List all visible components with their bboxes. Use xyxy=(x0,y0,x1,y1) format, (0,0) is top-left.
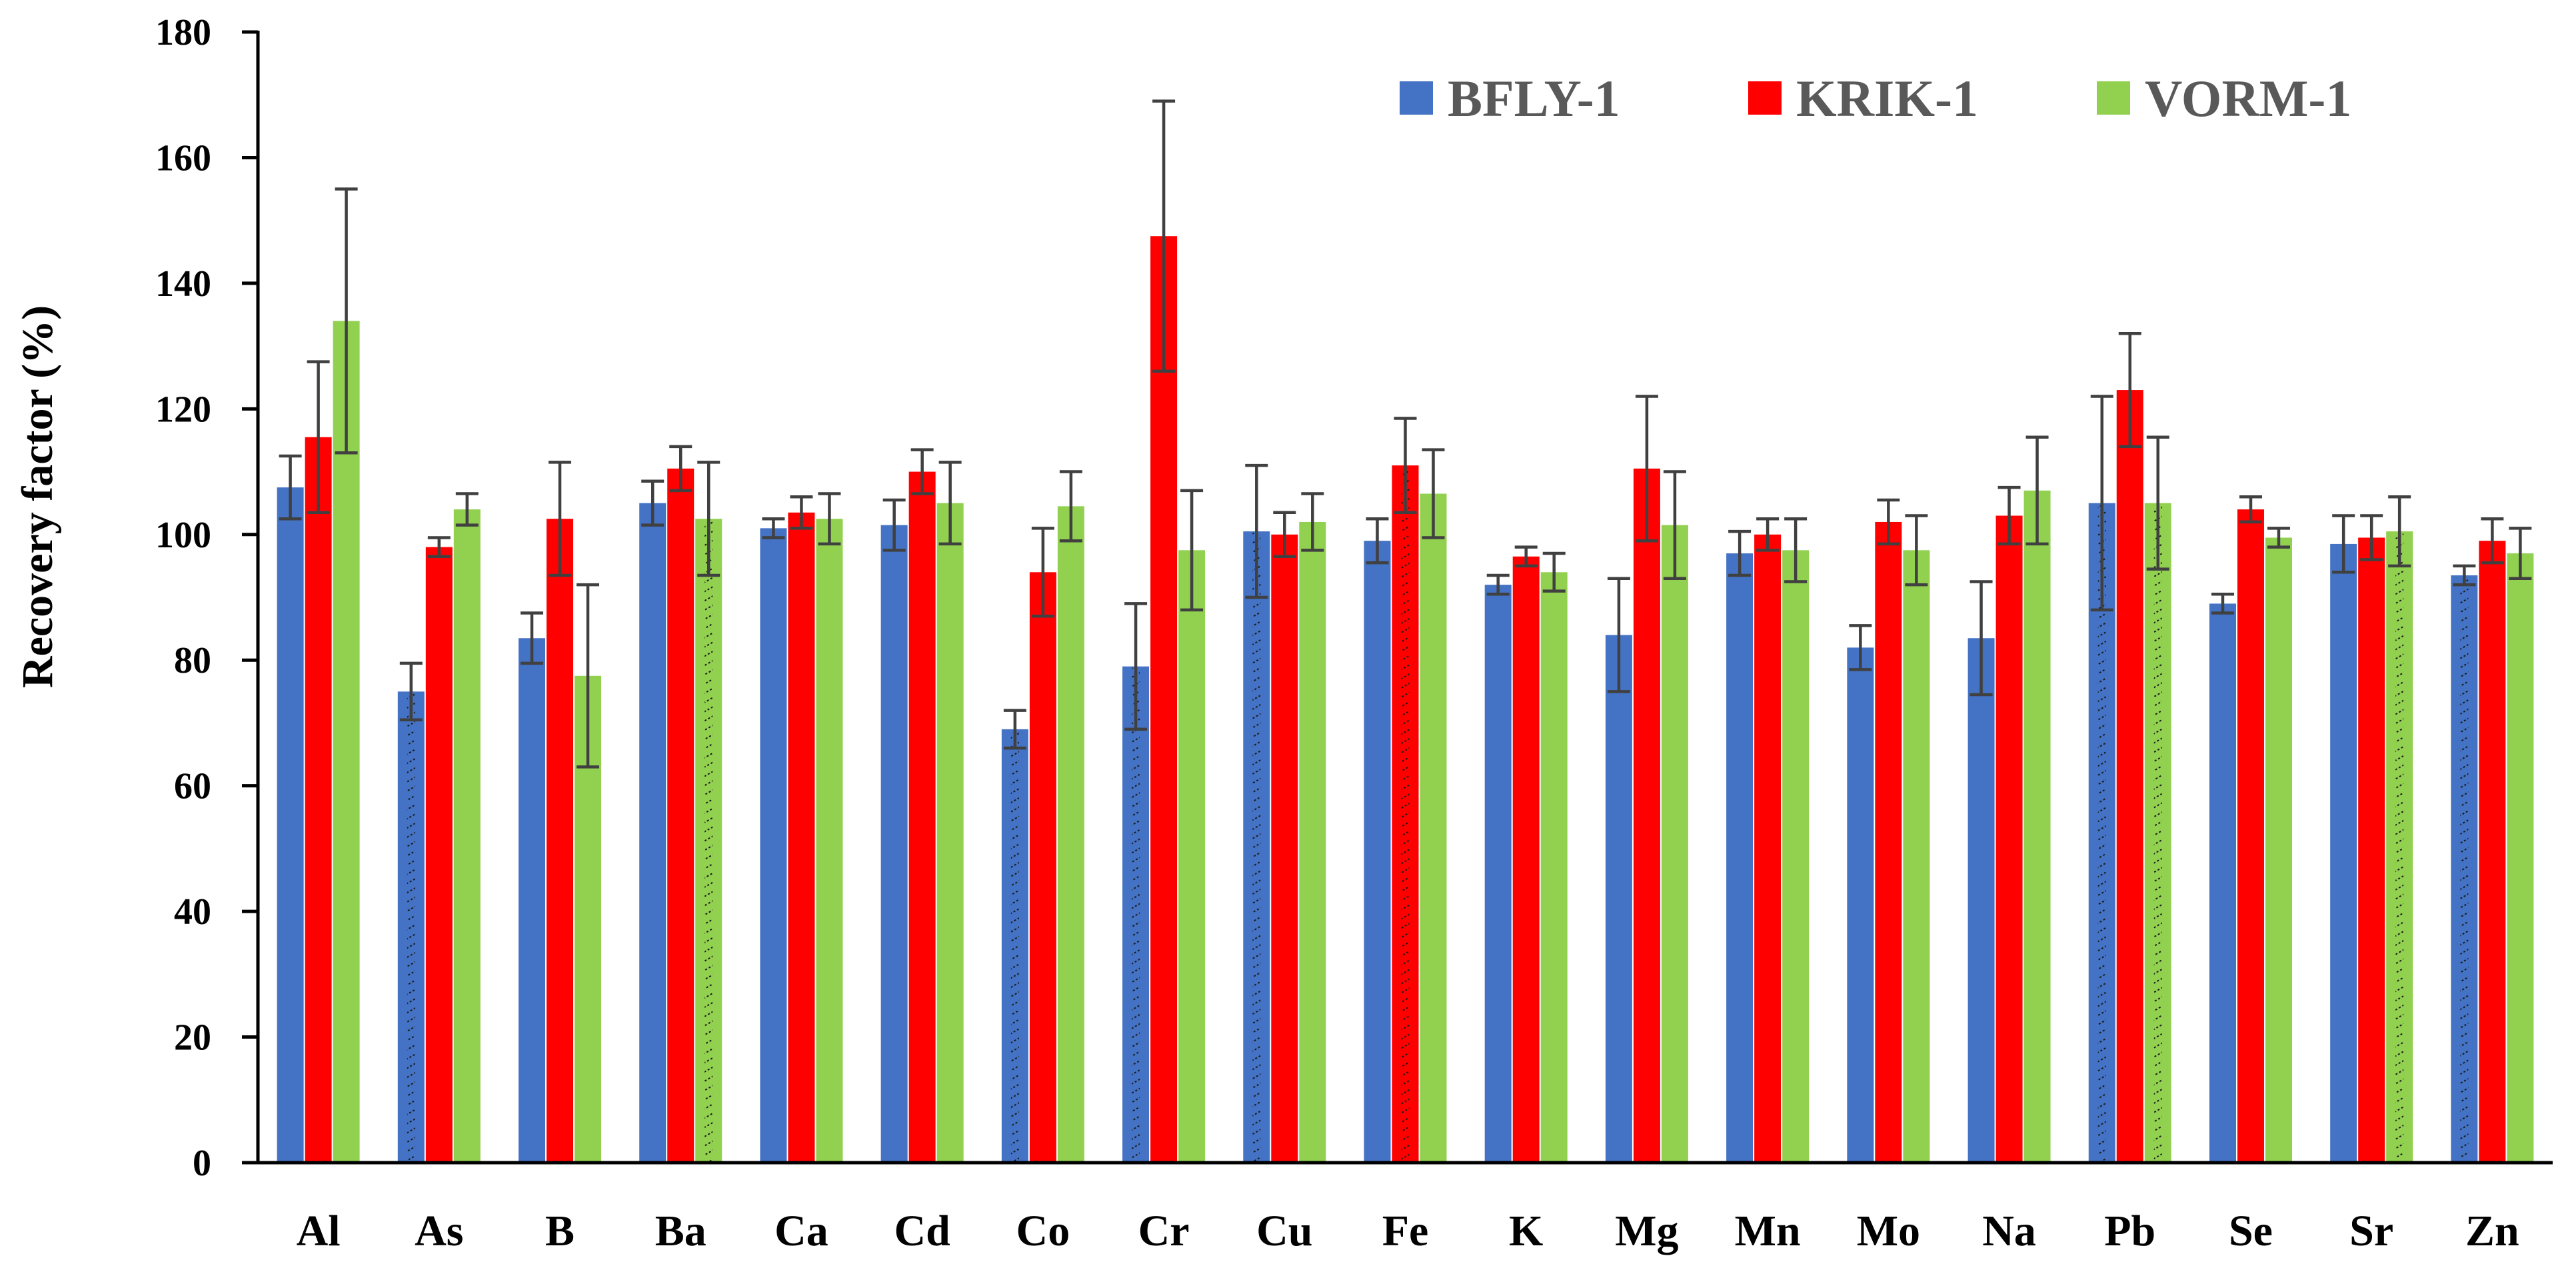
bar-VORM-1-Se xyxy=(2265,537,2292,1163)
bar-hatch-KRIK-1-Fe xyxy=(1401,467,1410,1163)
x-tick-label-K: K xyxy=(1509,1207,1543,1255)
bar-hatch-BFLY-1-Pb xyxy=(2097,504,2106,1163)
legend-label-BFLY-1: BFLY-1 xyxy=(1448,69,1620,127)
bar-BFLY-1-Mo xyxy=(1847,647,1874,1163)
y-tick-label: 80 xyxy=(174,640,211,681)
bar-KRIK-1-As xyxy=(425,547,453,1163)
bar-VORM-1-Al xyxy=(333,321,360,1163)
bar-KRIK-1-K xyxy=(1512,556,1540,1163)
bar-KRIK-1-B xyxy=(547,519,574,1163)
y-tick-label: 40 xyxy=(174,891,211,933)
x-tick-label-Na: Na xyxy=(1982,1207,2036,1255)
bar-VORM-1-Na xyxy=(2023,490,2051,1163)
bar-VORM-1-Mo xyxy=(1903,550,1930,1163)
bar-KRIK-1-Ca xyxy=(788,512,815,1163)
y-tick-label: 0 xyxy=(193,1143,211,1184)
bar-VORM-1-Zn xyxy=(2507,553,2534,1163)
x-tick-label-Se: Se xyxy=(2229,1207,2273,1255)
bar-VORM-1-Mg xyxy=(1661,525,1688,1163)
bar-hatch-BFLY-1-As xyxy=(407,693,415,1163)
bar-KRIK-1-Al xyxy=(305,437,332,1163)
bar-BFLY-1-Ba xyxy=(639,503,666,1163)
bar-KRIK-1-Ba xyxy=(667,468,694,1163)
x-tick-label-Sr: Sr xyxy=(2349,1207,2393,1255)
bar-VORM-1-K xyxy=(1540,572,1568,1163)
bar-BFLY-1-Sr xyxy=(2330,543,2357,1163)
bar-BFLY-1-Se xyxy=(2209,603,2236,1163)
bar-BFLY-1-Na xyxy=(1967,638,1995,1163)
x-tick-label-Pb: Pb xyxy=(2104,1207,2155,1255)
x-tick-label-Ba: Ba xyxy=(655,1207,706,1255)
bar-BFLY-1-Cd xyxy=(880,525,908,1163)
bar-VORM-1-Co xyxy=(1057,506,1084,1163)
bar-VORM-1-Cr xyxy=(1178,550,1206,1163)
legend-label-VORM-1: VORM-1 xyxy=(2145,69,2351,127)
bar-hatch-VORM-1-Sr xyxy=(2395,533,2404,1163)
x-tick-label-Cd: Cd xyxy=(894,1207,950,1255)
bar-KRIK-1-Mg xyxy=(1633,468,1660,1163)
legend-label-KRIK-1: KRIK-1 xyxy=(1796,69,1978,127)
x-tick-label-Cr: Cr xyxy=(1138,1207,1190,1255)
legend-swatch-KRIK-1 xyxy=(1748,81,1782,115)
bar-BFLY-1-B xyxy=(519,638,546,1163)
y-tick-label: 140 xyxy=(155,263,211,305)
x-tick-label-Mg: Mg xyxy=(1615,1207,1678,1255)
y-axis-ticks: 0 20 40 60 80 100 120 140 160 180 xyxy=(155,12,258,1184)
bar-KRIK-1-Pb xyxy=(2116,390,2143,1163)
y-tick-label: 60 xyxy=(174,766,211,807)
bar-KRIK-1-Mn xyxy=(1754,534,1782,1163)
bar-hatch-BFLY-1-Zn xyxy=(2460,577,2469,1163)
y-tick-label: 120 xyxy=(155,389,211,430)
bar-series-group xyxy=(277,236,2534,1163)
x-tick-label-Mo: Mo xyxy=(1857,1207,1920,1255)
x-axis-category-labels: Al As B Ba Ca Cd Co Cr Cu Fe K Mg Mn Mo Na Pb Se Sr Zn xyxy=(297,1207,2519,1255)
y-tick-label: 100 xyxy=(155,515,211,556)
bar-KRIK-1-Na xyxy=(1995,515,2023,1163)
x-tick-label-Fe: Fe xyxy=(1382,1207,1429,1255)
bar-KRIK-1-Co xyxy=(1029,572,1056,1163)
x-tick-label-As: As xyxy=(415,1207,463,1255)
y-axis-title: Recovery factor (%) xyxy=(13,305,62,688)
bar-hatch-VORM-1-Pb xyxy=(2153,504,2162,1163)
bar-BFLY-1-K xyxy=(1484,585,1512,1163)
bar-KRIK-1-Mo xyxy=(1875,521,1902,1163)
x-tick-label-Zn: Zn xyxy=(2465,1207,2519,1255)
bar-KRIK-1-Zn xyxy=(2479,541,2506,1163)
error-bars-group xyxy=(279,99,2532,769)
x-tick-label-B: B xyxy=(545,1207,575,1255)
bar-KRIK-1-Cd xyxy=(908,471,936,1163)
bar-KRIK-1-Cr xyxy=(1150,236,1178,1163)
bar-BFLY-1-Ca xyxy=(760,528,787,1163)
y-tick-label: 160 xyxy=(155,137,211,179)
y-tick-label: 180 xyxy=(155,12,211,53)
legend-swatch-VORM-1 xyxy=(2097,81,2130,115)
x-tick-label-Mn: Mn xyxy=(1735,1207,1801,1255)
bar-BFLY-1-Mg xyxy=(1605,635,1632,1163)
x-tick-label-Al: Al xyxy=(297,1207,341,1255)
bar-VORM-1-Fe xyxy=(1420,493,1447,1163)
bar-hatch-BFLY-1-Cr xyxy=(1132,667,1140,1163)
bar-hatch-BFLY-1-Co xyxy=(1010,730,1019,1163)
bar-BFLY-1-Al xyxy=(277,487,304,1163)
x-tick-label-Co: Co xyxy=(1016,1207,1070,1255)
axes xyxy=(256,31,2553,1165)
bar-VORM-1-Cd xyxy=(936,503,964,1163)
bar-hatch-BFLY-1-Cu xyxy=(1252,533,1261,1163)
bar-VORM-1-Cu xyxy=(1299,521,1326,1163)
x-tick-label-Ca: Ca xyxy=(774,1207,828,1255)
bar-KRIK-1-Cu xyxy=(1271,534,1298,1163)
x-tick-label-Cu: Cu xyxy=(1256,1207,1312,1255)
legend: BFLY-1 KRIK-1 VORM-1 xyxy=(1400,69,2351,127)
y-tick-label: 20 xyxy=(174,1017,211,1059)
bar-BFLY-1-Fe xyxy=(1364,541,1391,1163)
bar-BFLY-1-Mn xyxy=(1726,553,1754,1163)
bar-VORM-1-Mn xyxy=(1782,550,1810,1163)
bar-hatch-VORM-1-Ba xyxy=(704,520,713,1163)
bar-VORM-1-Ca xyxy=(816,519,843,1163)
bar-KRIK-1-Sr xyxy=(2358,537,2385,1163)
bar-VORM-1-As xyxy=(453,509,481,1163)
legend-swatch-BFLY-1 xyxy=(1400,81,1433,115)
bar-KRIK-1-Se xyxy=(2237,509,2264,1163)
